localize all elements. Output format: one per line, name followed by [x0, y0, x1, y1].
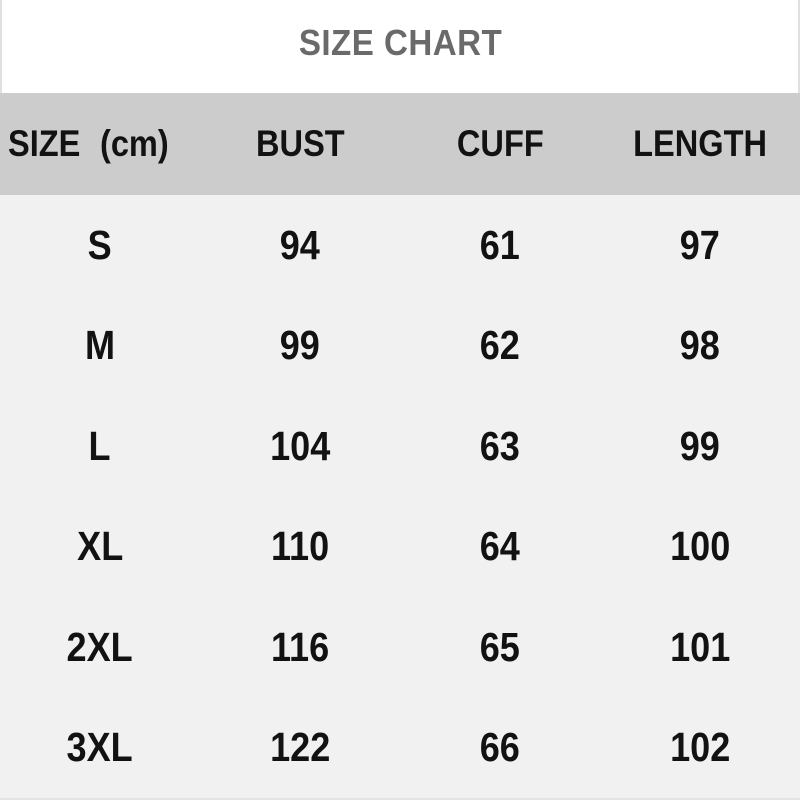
bust-cell: 94 — [200, 222, 400, 269]
length-value: 99 — [679, 422, 721, 469]
size-value: 2XL — [66, 623, 134, 670]
length-value: 101 — [669, 623, 731, 670]
bust-value: 94 — [279, 221, 321, 268]
length-cell: 98 — [600, 322, 800, 369]
header-cell-size: SIZE (cm) — [0, 123, 200, 165]
header-cell-cuff: CUFF — [400, 123, 600, 165]
cuff-cell: 61 — [400, 222, 600, 269]
table-row: 2XL 116 65 101 — [0, 597, 800, 698]
cuff-value: 66 — [479, 724, 521, 771]
bust-cell: 116 — [200, 624, 400, 671]
length-value: 98 — [679, 322, 721, 369]
cuff-value: 61 — [479, 221, 521, 268]
bust-value: 99 — [279, 322, 321, 369]
header-cell-bust: BUST — [200, 123, 400, 165]
size-cell: M — [0, 322, 200, 369]
size-value: 3XL — [66, 724, 134, 771]
size-table-body: S 94 61 97 M 99 62 98 L 104 63 99 XL 110… — [0, 195, 800, 798]
table-header-row: SIZE (cm) BUST CUFF LENGTH — [0, 93, 800, 195]
length-cell: 97 — [600, 222, 800, 269]
size-value: S — [87, 221, 113, 268]
title-band: SIZE CHART — [0, 0, 800, 93]
cuff-cell: 64 — [400, 523, 600, 570]
header-label-cuff: CUFF — [456, 123, 544, 164]
bust-value: 104 — [269, 422, 331, 469]
table-row: 3XL 122 66 102 — [0, 698, 800, 799]
header-label-size: SIZE (cm) — [8, 123, 169, 164]
header-cell-length: LENGTH — [600, 123, 800, 165]
size-cell: XL — [0, 523, 200, 570]
length-cell: 102 — [600, 724, 800, 771]
bust-cell: 104 — [200, 423, 400, 470]
length-value: 97 — [679, 221, 721, 268]
length-cell: 99 — [600, 423, 800, 470]
table-row: L 104 63 99 — [0, 396, 800, 497]
table-row: XL 110 64 100 — [0, 497, 800, 598]
size-cell: 2XL — [0, 624, 200, 671]
table-row: M 99 62 98 — [0, 296, 800, 397]
cuff-value: 65 — [479, 623, 521, 670]
cuff-value: 64 — [479, 523, 521, 570]
size-value: M — [84, 322, 116, 369]
length-value: 100 — [669, 523, 731, 570]
header-label-bust: BUST — [255, 123, 345, 164]
size-cell: 3XL — [0, 724, 200, 771]
length-value: 102 — [669, 724, 731, 771]
bust-cell: 110 — [200, 523, 400, 570]
size-value: XL — [76, 523, 124, 570]
cuff-cell: 62 — [400, 322, 600, 369]
bust-value: 110 — [270, 523, 330, 570]
length-cell: 101 — [600, 624, 800, 671]
cuff-cell: 63 — [400, 423, 600, 470]
cuff-cell: 66 — [400, 724, 600, 771]
page-title: SIZE CHART — [298, 21, 502, 63]
header-label-length: LENGTH — [633, 123, 767, 164]
size-cell: L — [0, 423, 200, 470]
size-cell: S — [0, 222, 200, 269]
table-row: S 94 61 97 — [0, 195, 800, 296]
cuff-value: 62 — [479, 322, 521, 369]
bust-cell: 99 — [200, 322, 400, 369]
size-value: L — [88, 422, 112, 469]
bust-value: 116 — [270, 623, 330, 670]
length-cell: 100 — [600, 523, 800, 570]
cuff-value: 63 — [479, 422, 521, 469]
bust-value: 122 — [269, 724, 331, 771]
cuff-cell: 65 — [400, 624, 600, 671]
bust-cell: 122 — [200, 724, 400, 771]
